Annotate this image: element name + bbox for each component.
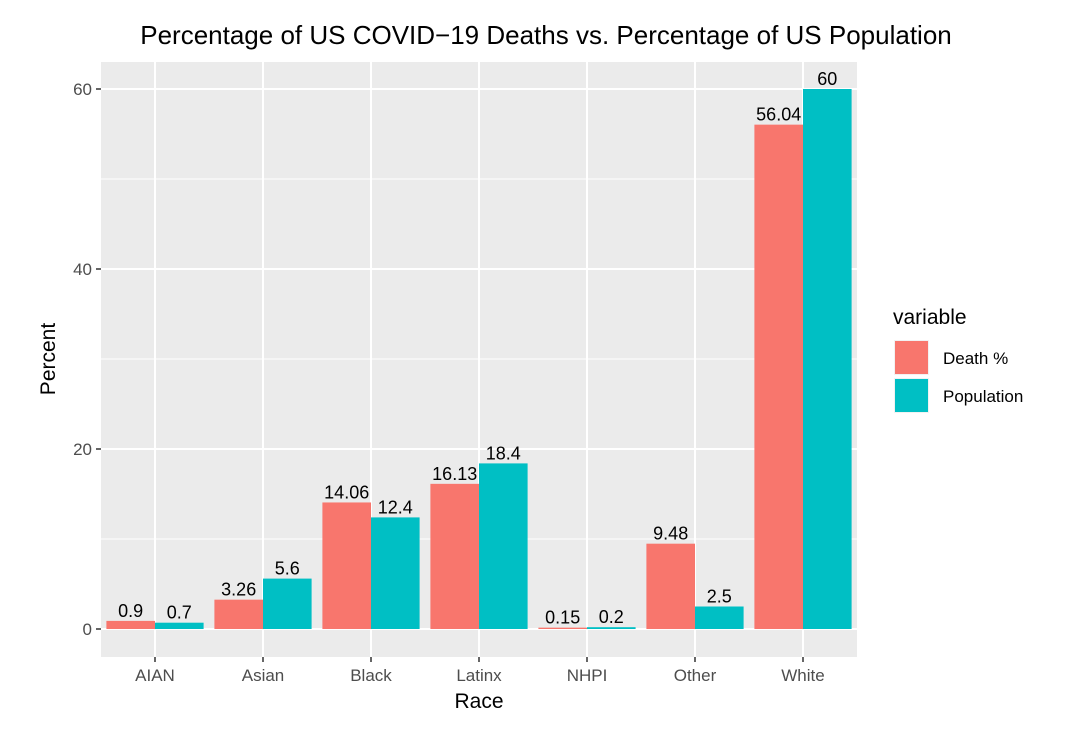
bar [803, 89, 852, 629]
data-label: 0.7 [167, 603, 192, 623]
data-label: 0.2 [599, 607, 624, 627]
y-axis-title: Percent [37, 323, 60, 396]
x-tick-label: White [781, 666, 824, 685]
x-axis: AIAN Asian Black Latinx NHPI Other White [135, 657, 825, 685]
data-label: 3.26 [221, 580, 256, 600]
bar [214, 599, 263, 629]
y-tick-label: 20 [73, 440, 92, 459]
bar [430, 483, 479, 629]
data-label: 16.13 [432, 464, 477, 484]
data-label: 0.15 [545, 608, 580, 628]
bar [479, 463, 528, 629]
x-tick-label: Latinx [456, 666, 502, 685]
x-tick-label: Asian [242, 666, 285, 685]
x-tick-label: AIAN [135, 666, 175, 685]
data-labels: 0.9 3.26 14.06 16.13 0.15 9.48 56.04 0.7 5.6 12.4… [118, 69, 837, 628]
y-tick-label: 40 [73, 260, 92, 279]
legend-swatch-death [895, 341, 928, 374]
y-tick-label: 0 [83, 620, 92, 639]
bar [263, 578, 312, 629]
data-label: 56.04 [756, 105, 801, 125]
data-label: 9.48 [653, 524, 688, 544]
bar [587, 627, 636, 629]
legend-label-death: Death % [943, 349, 1008, 368]
bar [322, 502, 371, 629]
bar [106, 620, 155, 629]
x-axis-title: Race [454, 690, 503, 713]
x-tick-label: Black [350, 666, 392, 685]
legend-label-population: Population [943, 387, 1023, 406]
data-label: 12.4 [378, 497, 413, 517]
legend: variable Death % Population [893, 306, 1023, 413]
bar [538, 627, 587, 629]
x-tick-label: NHPI [567, 666, 608, 685]
y-axis: 0 20 40 60 [73, 80, 101, 639]
legend-swatch-population [895, 379, 928, 412]
data-label: 2.5 [707, 587, 732, 607]
bar [695, 606, 744, 629]
data-label: 14.06 [324, 482, 369, 502]
bars [106, 89, 852, 629]
x-tick-label: Other [674, 666, 717, 685]
chart-title: Percentage of US COVID−19 Deaths vs. Per… [140, 20, 952, 50]
legend-title: variable [893, 306, 967, 329]
data-label: 18.4 [486, 443, 521, 463]
y-tick-label: 60 [73, 80, 92, 99]
bar [754, 124, 803, 629]
data-label: 5.6 [275, 559, 300, 579]
data-label: 60 [817, 69, 837, 89]
bar [371, 517, 420, 629]
bar [646, 543, 695, 629]
bar [155, 622, 204, 629]
data-label: 0.9 [118, 601, 143, 621]
